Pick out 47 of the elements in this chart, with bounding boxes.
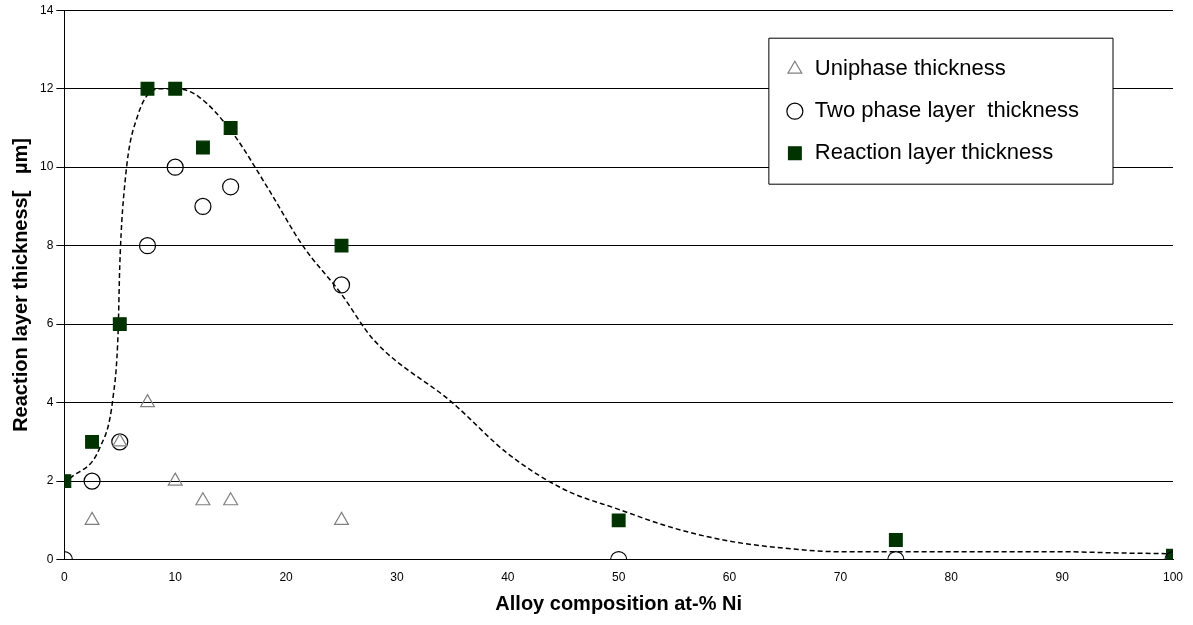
y-tick-label: 12 bbox=[39, 81, 54, 95]
point bbox=[223, 492, 239, 506]
point bbox=[167, 472, 183, 486]
point bbox=[195, 140, 210, 155]
point bbox=[83, 472, 101, 490]
point bbox=[334, 238, 349, 253]
point bbox=[85, 434, 100, 449]
x-tick-label: 20 bbox=[279, 570, 294, 585]
point bbox=[84, 511, 100, 525]
point bbox=[111, 433, 129, 451]
point bbox=[195, 492, 211, 506]
x-tick-label: 90 bbox=[1055, 570, 1070, 585]
x-tick-label: 10 bbox=[168, 570, 183, 585]
x-tick-label: 50 bbox=[611, 570, 626, 585]
y-tick-label: 10 bbox=[39, 159, 54, 174]
point bbox=[222, 178, 240, 196]
point bbox=[223, 120, 238, 135]
y-tick-label: 14 bbox=[39, 2, 54, 17]
y-tick-label: 4 bbox=[46, 394, 54, 409]
point bbox=[112, 433, 128, 447]
point bbox=[112, 317, 127, 332]
legend-label: Uniphase thickness bbox=[814, 55, 1006, 81]
point bbox=[168, 81, 183, 96]
point bbox=[166, 158, 184, 176]
point bbox=[332, 276, 351, 294]
y-tick-label: 8 bbox=[46, 237, 54, 252]
point bbox=[333, 511, 350, 525]
point bbox=[888, 533, 903, 547]
x-tick-label: 70 bbox=[833, 570, 848, 585]
y-tick-label: 0 bbox=[46, 551, 54, 566]
x-tick-label: 100 bbox=[1162, 570, 1184, 585]
x-tick-label: 40 bbox=[501, 570, 515, 585]
point bbox=[140, 81, 155, 96]
x-axis-title: Alloy composition at-% Ni bbox=[495, 591, 743, 614]
x-tick-label: 30 bbox=[390, 570, 404, 585]
y-tick-label: 6 bbox=[46, 316, 54, 331]
y-axis-title: Reaction layer thickness[ µm] bbox=[8, 137, 31, 432]
point bbox=[139, 394, 156, 408]
x-tick-label: 0 bbox=[61, 570, 68, 585]
x-tick-label: 80 bbox=[944, 570, 959, 585]
legend-label: Reaction layer thickness bbox=[814, 139, 1054, 165]
y-tick-label: 2 bbox=[46, 473, 54, 488]
x-tick-label: 60 bbox=[722, 570, 737, 585]
legend-label: Two phase layer thickness bbox=[814, 97, 1080, 123]
point bbox=[611, 513, 626, 528]
point bbox=[138, 237, 157, 255]
point bbox=[194, 197, 212, 216]
